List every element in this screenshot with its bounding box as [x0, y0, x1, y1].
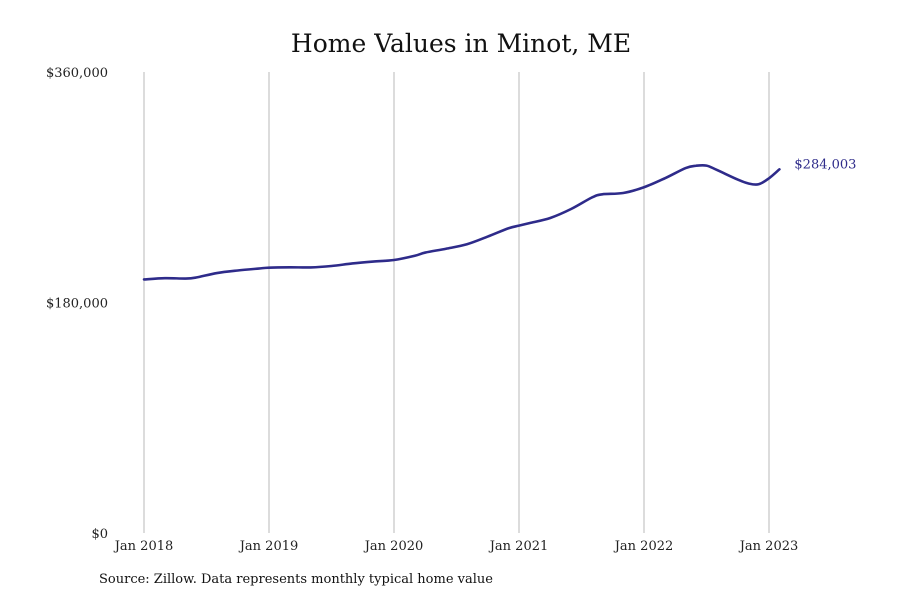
x-axis: Jan 2018 Jan 2019 Jan 2020 Jan 2021 Jan 2022… [113, 539, 799, 554]
x-tick-label: Jan 2019 [238, 539, 299, 554]
x-tick-label: Jan 2022 [613, 539, 674, 554]
y-axis: $0 $180,000 $360,000 [46, 66, 108, 542]
y-tick-label: $360,000 [46, 66, 108, 81]
chart-grid [143, 72, 770, 533]
series-layer: $284,003 [142, 157, 856, 281]
series-line [142, 163, 781, 281]
x-tick-label: Jan 2018 [113, 539, 174, 554]
chart-title: Home Values in Minot, ME [291, 29, 631, 58]
end-value-label: $284,003 [794, 157, 856, 172]
y-tick-label: $0 [91, 527, 108, 542]
x-tick-label: Jan 2023 [738, 539, 799, 554]
source-note: Source: Zillow. Data represents monthly … [99, 572, 493, 587]
x-tick-label: Jan 2020 [363, 539, 424, 554]
y-tick-label: $180,000 [46, 297, 108, 312]
x-tick-label: Jan 2021 [488, 539, 549, 554]
